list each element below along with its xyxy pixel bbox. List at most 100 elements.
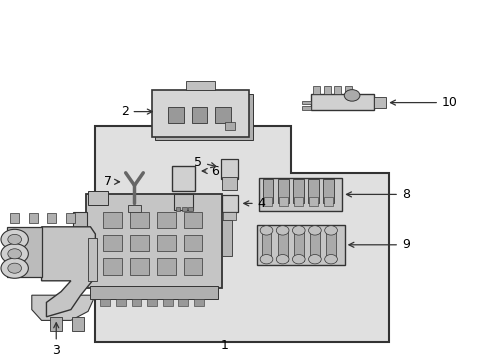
Bar [312,86,319,94]
Bar [278,197,287,206]
Bar [259,178,342,211]
Bar [130,212,148,228]
Bar [183,212,202,228]
Bar [310,94,373,110]
Bar [175,207,180,211]
Bar [100,299,110,306]
Bar [157,235,175,251]
Bar [72,317,84,331]
Bar [73,212,87,270]
Bar [301,101,310,104]
Circle shape [276,226,288,235]
Bar [157,258,175,275]
Bar [191,107,207,123]
Bar [131,299,141,306]
Text: 5: 5 [194,156,216,168]
Bar [277,229,287,261]
Circle shape [1,258,28,278]
Bar [256,225,344,265]
Text: 7: 7 [103,175,119,188]
Bar [194,299,203,306]
Bar [183,235,202,251]
Bar [103,235,122,251]
Bar [29,213,38,223]
Bar [262,179,273,202]
Text: 4: 4 [244,197,265,210]
Bar [308,197,317,206]
Bar [130,258,148,275]
Bar [215,107,230,123]
Bar [223,212,236,220]
Bar [293,197,302,206]
Bar [168,107,183,123]
Bar [222,220,232,256]
Circle shape [1,244,28,264]
Bar [221,195,237,212]
Circle shape [308,226,321,235]
Bar [373,97,386,108]
Text: 3: 3 [52,323,60,357]
Circle shape [308,255,321,264]
Circle shape [324,226,337,235]
Bar [293,229,303,261]
Bar [178,299,188,306]
Bar [147,299,157,306]
Bar [151,90,249,137]
Circle shape [260,226,272,235]
Bar [173,194,193,210]
Text: 2: 2 [121,105,152,118]
Polygon shape [32,295,95,320]
Bar [163,299,172,306]
Bar [292,179,303,202]
Polygon shape [7,227,41,277]
Bar [157,212,175,228]
Bar [10,213,19,223]
Bar [325,229,335,261]
Bar [130,235,148,251]
Text: 8: 8 [346,188,409,201]
Circle shape [344,90,359,101]
Bar [50,317,62,331]
Bar [309,229,319,261]
Bar [103,258,122,275]
Text: 1: 1 [221,339,228,352]
Polygon shape [95,126,388,342]
Text: 9: 9 [348,238,409,251]
Bar [263,197,272,206]
Bar [324,197,332,206]
Circle shape [8,263,21,273]
Circle shape [8,249,21,259]
Circle shape [260,255,272,264]
Circle shape [292,226,305,235]
Text: 6: 6 [202,165,219,177]
Bar [307,179,318,202]
Bar [222,177,237,190]
Bar [183,258,202,275]
Bar [221,159,238,179]
Bar [103,212,122,228]
Bar [88,191,107,205]
Bar [128,205,141,212]
Bar [90,286,217,299]
Bar [88,238,97,281]
Circle shape [1,229,28,249]
Bar [185,81,215,90]
Bar [334,86,341,94]
Bar [116,299,125,306]
Bar [66,213,75,223]
Bar [224,122,234,130]
Bar [188,207,193,211]
Bar [301,106,310,110]
Bar [261,229,271,261]
Circle shape [8,234,21,244]
Circle shape [324,255,337,264]
Bar [277,179,288,202]
Bar [47,213,56,223]
Bar [182,207,186,211]
Bar [85,194,222,288]
Bar [323,86,330,94]
Polygon shape [41,227,95,317]
Bar [323,179,333,202]
Bar [345,86,351,94]
Circle shape [276,255,288,264]
